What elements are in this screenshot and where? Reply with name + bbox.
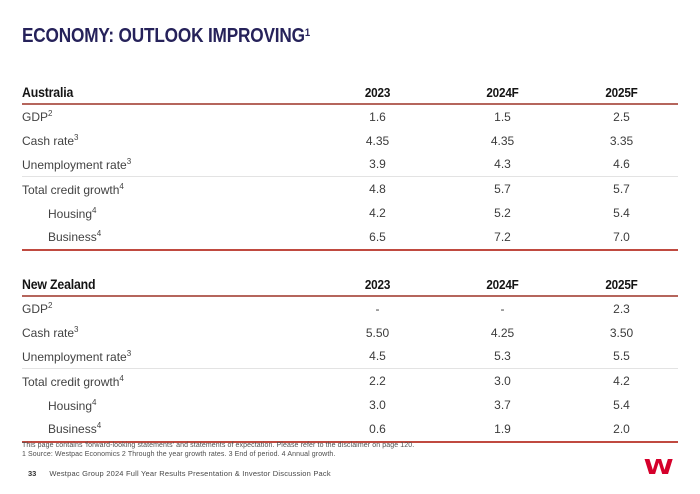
page-title-text: ECONOMY: OUTLOOK IMPROVING bbox=[22, 25, 305, 47]
value-cell: - bbox=[500, 301, 505, 316]
table-body: GDP2 1.6 1.5 2.5 Cash rate3 4.35 4.35 3.35 Unemp… bbox=[22, 105, 678, 251]
page-title-footnote-marker: 1 bbox=[304, 27, 310, 39]
column-header: 2023 bbox=[364, 277, 391, 292]
value-cell: 1.9 bbox=[494, 421, 511, 436]
footnote-marker: 4 bbox=[96, 421, 102, 431]
value-cell: 5.4 bbox=[613, 398, 630, 413]
footnote-sources: 1 Source: Westpac Economics 2 Through th… bbox=[22, 451, 336, 458]
footnote-marker: 2 bbox=[48, 301, 53, 311]
value-cell: 5.5 bbox=[613, 349, 630, 364]
value-cell: 3.7 bbox=[494, 398, 511, 413]
table-header-row: New Zealand 2023 2024F 2025F bbox=[22, 272, 678, 297]
table-australia: Australia 2023 2024F 2025F GDP2 1.6 1.5 2.5 Cash… bbox=[22, 80, 678, 251]
row-label: Business4 bbox=[48, 421, 102, 437]
value-cell: 5.50 bbox=[365, 325, 390, 340]
value-cell: 3.0 bbox=[494, 374, 511, 389]
row-label: Cash rate3 bbox=[22, 325, 79, 341]
value-cell: 1.5 bbox=[494, 109, 511, 124]
footnote-marker: 4 bbox=[92, 205, 97, 215]
row-label: Business4 bbox=[48, 229, 102, 245]
table-row: Cash rate3 5.50 4.25 3.50 bbox=[22, 321, 678, 345]
footnote-marker: 4 bbox=[119, 181, 124, 191]
footnote-disclaimer: This page contains 'forward-looking stat… bbox=[22, 442, 415, 449]
value-cell: 5.3 bbox=[494, 349, 511, 364]
column-header: 2024F bbox=[486, 277, 519, 292]
value-cell: 7.2 bbox=[494, 229, 511, 244]
value-cell: 4.2 bbox=[369, 206, 386, 221]
value-cell: 4.2 bbox=[613, 374, 630, 389]
value-cell: 5.2 bbox=[494, 206, 511, 221]
table-row: Housing4 4.2 5.2 5.4 bbox=[22, 201, 678, 225]
bottom-bar: 33 Westpac Group 2024 Full Year Results … bbox=[28, 469, 678, 489]
value-cell: 5.7 bbox=[494, 182, 511, 197]
table-region-title: Australia bbox=[22, 84, 74, 100]
row-label: Cash rate3 bbox=[22, 133, 79, 149]
footnote-marker: 2 bbox=[48, 109, 53, 119]
table-row: Total credit growth4 2.2 3.0 4.2 bbox=[22, 368, 678, 393]
footnotes: This page contains 'forward-looking stat… bbox=[22, 441, 662, 459]
row-label: Housing4 bbox=[48, 397, 97, 413]
value-cell: 7.0 bbox=[613, 229, 630, 244]
table-row: Business4 6.5 7.2 7.0 bbox=[22, 225, 678, 249]
value-cell: 4.3 bbox=[494, 157, 511, 172]
footnote-marker: 4 bbox=[119, 373, 124, 383]
column-header: 2025F bbox=[605, 277, 638, 292]
column-header: 2023 bbox=[364, 85, 391, 100]
footnote-marker: 3 bbox=[74, 325, 79, 335]
value-cell: 2.3 bbox=[613, 301, 630, 316]
table-row: Housing4 3.0 3.7 5.4 bbox=[22, 393, 678, 417]
table-row: Business4 0.6 1.9 2.0 bbox=[22, 417, 678, 441]
value-cell: - bbox=[375, 301, 380, 316]
value-cell: 5.4 bbox=[613, 206, 630, 221]
table-row: GDP2 - - 2.3 bbox=[22, 297, 678, 321]
table-new-zealand: New Zealand 2023 2024F 2025F GDP2 - - 2.3 Cash r… bbox=[22, 272, 678, 443]
table-header-row: Australia 2023 2024F 2025F bbox=[22, 80, 678, 105]
footnote-marker: 3 bbox=[126, 156, 132, 166]
footnote-marker: 3 bbox=[74, 133, 79, 143]
row-label: Unemployment rate3 bbox=[22, 156, 132, 172]
column-header: 2025F bbox=[605, 85, 638, 100]
value-cell: 5.7 bbox=[613, 182, 630, 197]
value-cell: 4.8 bbox=[369, 182, 386, 197]
table-row: Unemployment rate3 3.9 4.3 4.6 bbox=[22, 153, 678, 177]
value-cell: 4.35 bbox=[490, 133, 515, 148]
row-label: Unemployment rate3 bbox=[22, 348, 132, 364]
value-cell: 4.35 bbox=[365, 133, 390, 148]
footnote-marker: 4 bbox=[96, 229, 102, 239]
value-cell: 4.5 bbox=[369, 349, 386, 364]
value-cell: 4.25 bbox=[490, 325, 515, 340]
footnote-marker: 3 bbox=[126, 348, 132, 358]
table-row: GDP2 1.6 1.5 2.5 bbox=[22, 105, 678, 129]
value-cell: 2.2 bbox=[369, 374, 386, 389]
deck-title: Westpac Group 2024 Full Year Results Pre… bbox=[49, 469, 331, 478]
value-cell: 2.5 bbox=[613, 109, 630, 124]
value-cell: 4.6 bbox=[613, 157, 630, 172]
table-row: Cash rate3 4.35 4.35 3.35 bbox=[22, 129, 678, 153]
footnote-marker: 4 bbox=[92, 397, 97, 407]
table-region-title: New Zealand bbox=[22, 276, 96, 292]
value-cell: 3.0 bbox=[369, 398, 386, 413]
page-number: 33 bbox=[28, 469, 37, 478]
row-label: GDP2 bbox=[22, 301, 53, 317]
value-cell: 6.5 bbox=[369, 229, 386, 244]
value-cell: 0.6 bbox=[369, 421, 386, 436]
westpac-logo-icon: W bbox=[644, 455, 674, 479]
value-cell: 3.50 bbox=[609, 325, 634, 340]
table-row: Total credit growth4 4.8 5.7 5.7 bbox=[22, 176, 678, 201]
column-header: 2024F bbox=[486, 85, 519, 100]
table-body: GDP2 - - 2.3 Cash rate3 5.50 4.25 3.50 Unemploym… bbox=[22, 297, 678, 443]
row-label: Total credit growth4 bbox=[22, 181, 124, 197]
table-row: Unemployment rate3 4.5 5.3 5.5 bbox=[22, 345, 678, 369]
value-cell: 2.0 bbox=[613, 421, 630, 436]
value-cell: 3.35 bbox=[609, 133, 634, 148]
row-label: Housing4 bbox=[48, 205, 97, 221]
value-cell: 3.9 bbox=[369, 157, 386, 172]
row-label: Total credit growth4 bbox=[22, 373, 124, 389]
value-cell: 1.6 bbox=[369, 109, 386, 124]
row-label: GDP2 bbox=[22, 109, 53, 125]
page-title: ECONOMY: OUTLOOK IMPROVING1 bbox=[22, 25, 357, 48]
